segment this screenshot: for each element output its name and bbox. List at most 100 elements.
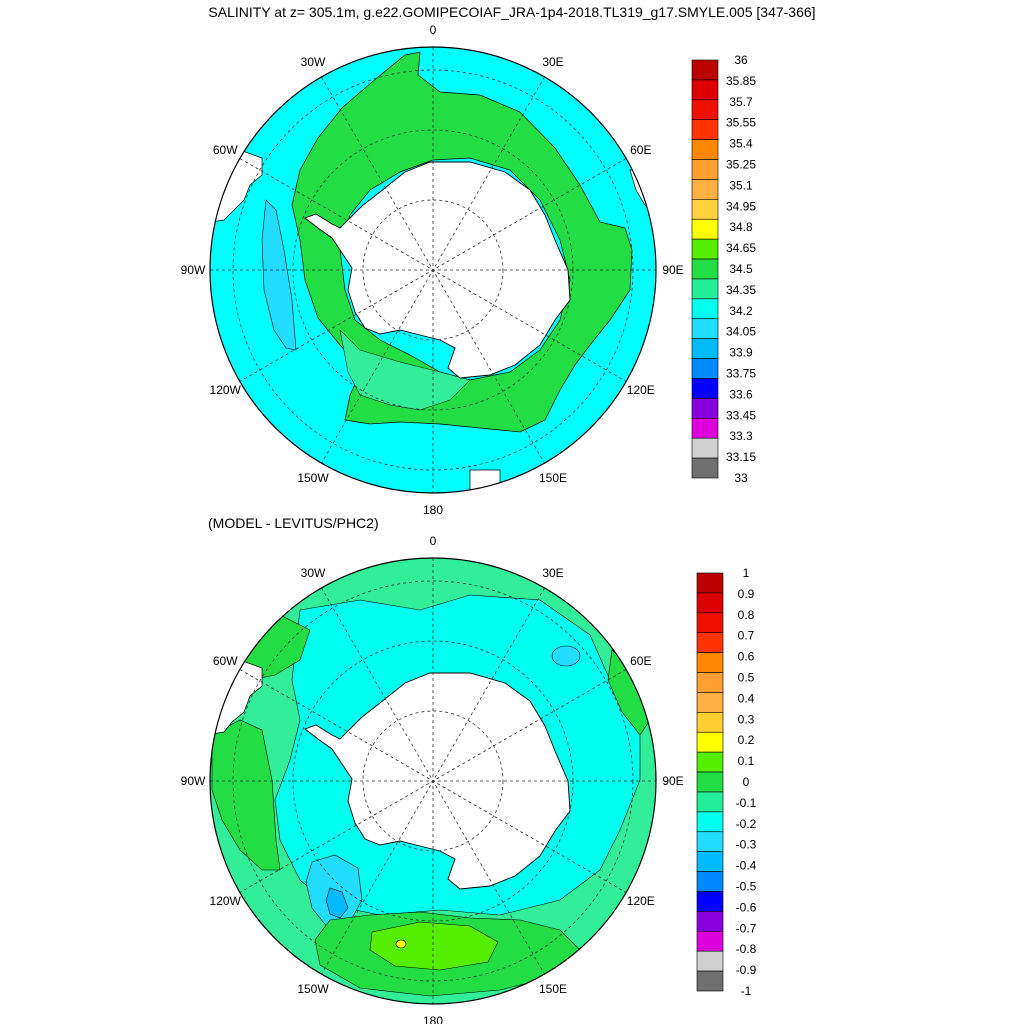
colorbar-swatch: [696, 831, 724, 852]
low-salinity-tongue: [261, 199, 297, 351]
colorbar-swatch: [696, 652, 724, 673]
colorbar-swatch: [691, 338, 719, 359]
bottom-lon-label: 120W: [210, 894, 242, 908]
colorbar-label: 35.55: [726, 116, 756, 130]
colorbar-label: 0.3: [738, 712, 755, 726]
colorbar-swatch: [691, 417, 719, 439]
colorbar-swatch: [696, 930, 724, 952]
colorbar-swatch: [691, 318, 719, 339]
colorbar-swatch: [696, 612, 724, 634]
bottom-lon-label: 150W: [297, 982, 329, 996]
colorbar-swatch: [691, 159, 719, 180]
colorbar-label: 1: [743, 566, 750, 580]
negative-anomaly-small: [551, 645, 581, 667]
colorbar-swatch: [696, 891, 724, 912]
difference-subtitle: (MODEL - LEVITUS/PHC2): [208, 515, 379, 531]
top-lon-label: 120E: [627, 383, 655, 397]
colorbar-swatch: [696, 672, 724, 693]
bottom-lon-label: 90E: [662, 774, 683, 788]
colorbar-label: 35.85: [726, 74, 756, 88]
difference-map: [209, 557, 657, 1005]
colorbar-swatch: [691, 79, 719, 101]
top-lon-label: 150W: [297, 471, 329, 485]
colorbar-swatch: [691, 358, 719, 379]
colorbar-label: 34.95: [726, 199, 756, 213]
colorbar-label: 36: [734, 53, 748, 67]
colorbar-label: -0.1: [736, 796, 757, 810]
antarctica-land: [304, 161, 571, 379]
colorbar-swatch: [691, 139, 719, 160]
colorbar-label: 0.1: [738, 754, 755, 768]
positive-anomaly-south-strong: [369, 921, 499, 971]
longitude-labels-top: 0 30E 60E 90E 120E 150E 180 150W 120W 90W 60W 30W: [181, 23, 684, 517]
colorbar-swatch: [696, 712, 724, 733]
colorbar-label: 35.25: [726, 158, 756, 172]
salinity-map: [209, 46, 657, 494]
colorbar-label: -0.3: [736, 838, 757, 852]
colorbar-top: 36 35.85 35.7 35.55 35.4 35.25 35.1 34.95 34.8 34…: [691, 53, 756, 485]
colorbar-label: 0: [743, 775, 750, 789]
map-gridlines: [210, 47, 656, 493]
colorbar-swatch: [696, 692, 724, 713]
map-boundary: [209, 557, 657, 1005]
colorbar-swatch: [696, 970, 724, 992]
top-lon-label: 60E: [630, 143, 651, 157]
colorbar-label: -0.6: [736, 900, 757, 914]
top-lon-label: 90E: [662, 263, 683, 277]
colorbar-label: 0.5: [738, 671, 755, 685]
bottom-lon-label: 150E: [539, 982, 567, 996]
colorbar-bottom: 1 0.9 0.8 0.7 0.6 0.5 0.4 0.3 0.2 0.1 0 -0.1 -0.2 -0.…: [696, 566, 757, 998]
bottom-lon-label: 60E: [630, 654, 651, 668]
colorbar-swatch: [696, 751, 724, 773]
colorbar-label: -0.9: [736, 963, 757, 977]
colorbar-label: 33.45: [726, 408, 756, 422]
colorbar-label: 0.4: [738, 691, 755, 705]
top-lon-label: 120W: [210, 383, 242, 397]
colorbar-swatch: [691, 258, 719, 280]
colorbar-swatch: [696, 950, 724, 972]
colorbar-label: 33: [734, 471, 748, 485]
bottom-lon-label: 0: [430, 534, 437, 548]
peak-anomaly-spot: [395, 939, 407, 949]
colorbar-label: 34.35: [726, 283, 756, 297]
colorbar-swatch: [691, 119, 719, 140]
colorbar-swatch: [696, 811, 724, 833]
colorbar-label: -1: [741, 984, 752, 998]
map-gridlines: [210, 558, 656, 1004]
colorbar-label: 34.65: [726, 241, 756, 255]
colorbar-label: 33.15: [726, 450, 756, 464]
colorbar-label: 34.5: [729, 262, 753, 276]
bottom-lon-label: 30E: [542, 566, 563, 580]
colorbar-swatch: [691, 298, 719, 320]
bottom-lon-label: 60W: [213, 654, 238, 668]
colorbar-label: -0.7: [736, 921, 757, 935]
bottom-lon-label: 120E: [627, 894, 655, 908]
colorbar-swatch: [696, 572, 724, 594]
negative-eddy-core: [325, 887, 349, 919]
colorbar-label: -0.5: [736, 880, 757, 894]
colorbar-label: 35.7: [729, 95, 753, 109]
top-lon-label: 90W: [181, 263, 206, 277]
colorbar-swatch: [691, 378, 719, 399]
colorbar-label: 0.7: [738, 629, 755, 643]
colorbar-swatch: [691, 218, 719, 240]
positive-anomaly-west: [211, 719, 281, 871]
top-lon-label: 0: [430, 23, 437, 37]
colorbar-swatch: [691, 457, 719, 479]
top-lon-label: 150E: [539, 471, 567, 485]
top-lon-label: 180: [423, 503, 443, 517]
top-lon-label: 30W: [301, 55, 326, 69]
colorbar-swatch: [691, 238, 719, 260]
colorbar-label: 34.2: [729, 304, 753, 318]
map-boundary: [209, 46, 657, 494]
colorbar-label: 33.6: [729, 387, 753, 401]
colorbar-label: 34.8: [729, 220, 753, 234]
colorbar-swatch: [696, 592, 724, 614]
colorbar-swatch: [696, 771, 724, 793]
bottom-lon-label: 180: [423, 1014, 443, 1024]
colorbar-label: -0.8: [736, 942, 757, 956]
colorbar-label: 33.9: [729, 346, 753, 360]
colorbar-label: 34.05: [726, 325, 756, 339]
colorbar-label: 0.9: [738, 587, 755, 601]
